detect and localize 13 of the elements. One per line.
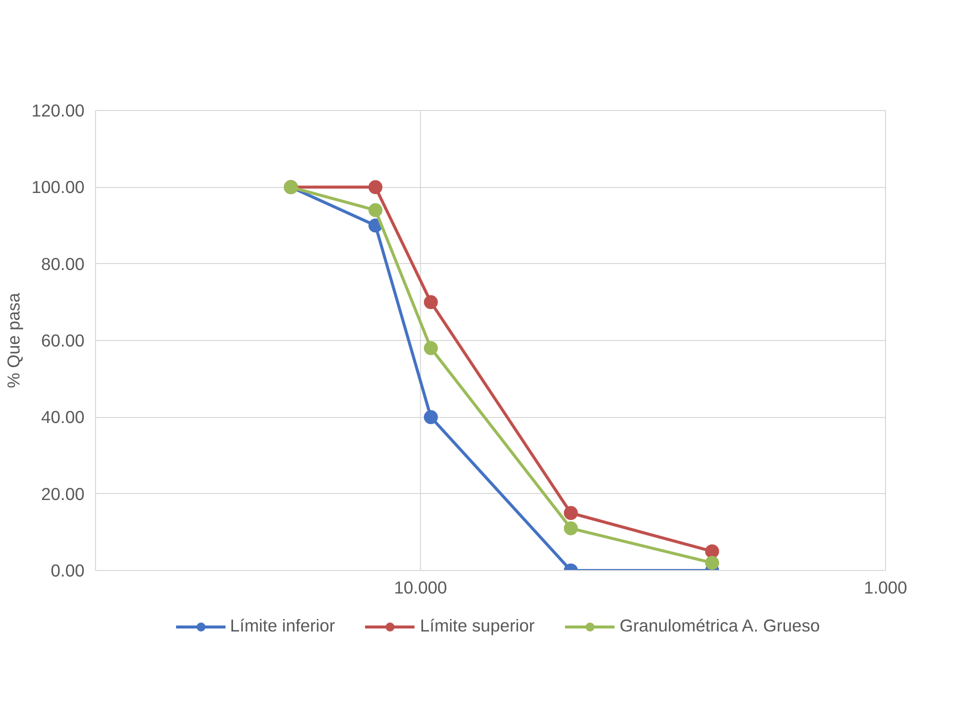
y-tick-label: 40.00 bbox=[41, 407, 85, 428]
y-tick-label: 80.00 bbox=[41, 254, 85, 274]
y-axis-title: % Que pasa bbox=[4, 292, 24, 388]
x-tick-label: 10.000 bbox=[394, 578, 448, 598]
y-tick-label: 0.00 bbox=[50, 560, 85, 580]
y-tick-label: 60.00 bbox=[41, 330, 85, 350]
legend-label: Límite superior bbox=[420, 616, 535, 636]
x-tick-label: 1.000 bbox=[864, 578, 908, 598]
y-tick-label: 100.00 bbox=[32, 177, 84, 198]
y-tick-label: 120.00 bbox=[32, 100, 84, 120]
legend-label: Límite inferior bbox=[230, 616, 336, 636]
legend-label: Granulométrica A. Grueso bbox=[620, 616, 820, 636]
y-tick-label: 20.00 bbox=[41, 484, 85, 504]
